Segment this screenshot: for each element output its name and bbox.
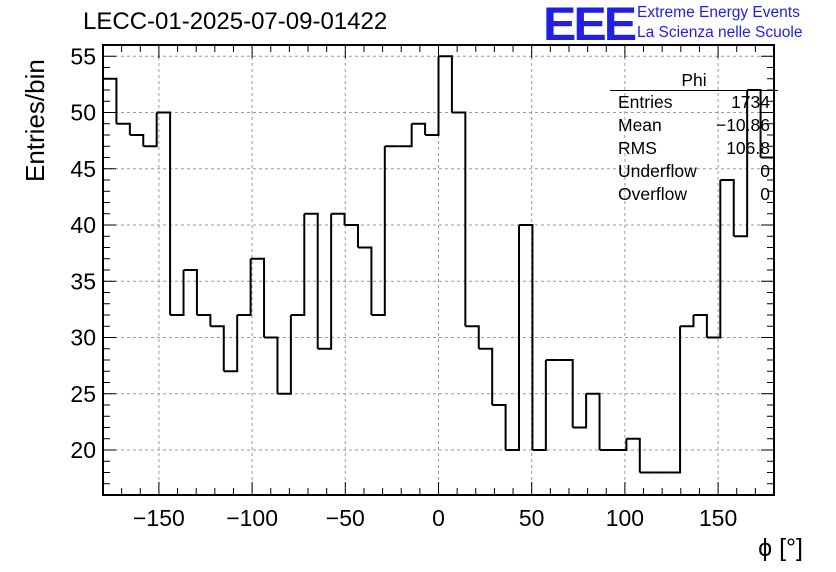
histogram-bin bbox=[357, 246, 373, 315]
histogram-bin bbox=[170, 270, 185, 316]
histogram-bin bbox=[693, 314, 708, 338]
stats-label: Entries bbox=[618, 92, 673, 112]
histogram-bin bbox=[478, 347, 494, 405]
x-tick-label: 100 bbox=[606, 505, 644, 531]
stats-label: Mean bbox=[618, 115, 662, 135]
histogram-bin bbox=[411, 122, 427, 135]
histogram-bin bbox=[438, 55, 453, 113]
histogram-bin bbox=[183, 269, 198, 315]
tick-labels: −150 −100 −50 0 50 100 150 20 25 30 35 40 45 50 55 bbox=[70, 43, 737, 531]
histogram-bin bbox=[344, 224, 359, 248]
y-axis-label: Entries/bin bbox=[20, 59, 50, 182]
histogram-bin bbox=[572, 393, 588, 429]
histogram-bin bbox=[532, 360, 547, 451]
stats-box: Phi Entries 1734 Mean −10.86 RMS 106.8 U… bbox=[610, 70, 778, 206]
histogram-bin bbox=[277, 315, 292, 395]
histogram-bin bbox=[505, 225, 521, 451]
histogram-bin bbox=[264, 336, 279, 394]
histogram-bin bbox=[733, 90, 749, 238]
histogram-bin bbox=[706, 180, 722, 339]
histogram-bin bbox=[304, 212, 319, 349]
histogram-bin bbox=[317, 213, 333, 350]
logo-caption: Extreme Energy Events La Scienza nelle S… bbox=[637, 3, 802, 43]
histogram-bin bbox=[559, 359, 574, 428]
y-tick-label: 45 bbox=[70, 156, 96, 182]
histogram-bin bbox=[196, 314, 212, 327]
stats-row-entries: Entries 1734 bbox=[610, 91, 778, 114]
x-tick-label: −100 bbox=[226, 505, 278, 531]
histogram-bin bbox=[451, 111, 467, 327]
histogram-bin bbox=[586, 392, 601, 450]
histogram-bin bbox=[331, 212, 346, 225]
eee-logo: EEE bbox=[543, 0, 637, 51]
x-tick-label: 0 bbox=[432, 505, 445, 531]
histogram-bin bbox=[519, 224, 534, 450]
logo-caption-line1: Extreme Energy Events bbox=[637, 4, 800, 21]
stats-row-rms: RMS 106.8 bbox=[610, 137, 778, 160]
histogram-bin bbox=[425, 56, 440, 136]
stats-value: 0 bbox=[760, 184, 770, 204]
histogram-bin bbox=[720, 179, 735, 237]
histogram-bin bbox=[626, 437, 641, 473]
stats-label: Underflow bbox=[618, 161, 697, 181]
stats-label: Overflow bbox=[618, 184, 688, 204]
histogram-bin bbox=[223, 315, 239, 373]
histogram-bin bbox=[612, 438, 628, 451]
histogram-bin bbox=[492, 404, 507, 450]
x-axis-label: ϕ [°] bbox=[758, 534, 803, 562]
x-tick-label: 50 bbox=[519, 505, 545, 531]
y-tick-label: 50 bbox=[70, 100, 96, 126]
histogram-bin bbox=[666, 326, 682, 474]
axis-ticks bbox=[102, 44, 775, 496]
histogram-bin bbox=[680, 315, 695, 328]
stats-title: Phi bbox=[610, 70, 778, 91]
x-tick-label: −150 bbox=[133, 505, 185, 531]
histogram-bin bbox=[250, 257, 266, 338]
histogram-bin bbox=[116, 122, 131, 135]
x-tick-label: 150 bbox=[699, 505, 737, 531]
x-tick-label: −50 bbox=[326, 505, 365, 531]
histogram-bin bbox=[465, 325, 480, 349]
histogram-bin bbox=[398, 123, 413, 148]
histogram-bin bbox=[290, 213, 306, 316]
stats-value: 0 bbox=[760, 161, 770, 181]
histogram-bin bbox=[237, 258, 252, 316]
histogram-title: LECC-01-2025-07-09-01422 bbox=[83, 8, 388, 35]
histogram-bin bbox=[129, 134, 145, 147]
stats-row-underflow: Underflow 0 bbox=[610, 160, 778, 183]
histogram-bin bbox=[156, 111, 172, 315]
y-tick-label: 25 bbox=[70, 381, 96, 407]
histogram-bins bbox=[103, 55, 774, 474]
y-tick-label: 20 bbox=[70, 437, 96, 463]
y-tick-label: 30 bbox=[70, 325, 96, 351]
stats-row-mean: Mean −10.86 bbox=[610, 114, 778, 137]
y-tick-label: 55 bbox=[70, 43, 96, 69]
stats-label: RMS bbox=[618, 138, 657, 158]
stats-row-overflow: Overflow 0 bbox=[610, 183, 778, 206]
y-tick-label: 40 bbox=[70, 212, 96, 238]
stats-value: 1734 bbox=[731, 92, 770, 112]
stats-value: 106.8 bbox=[726, 138, 770, 158]
histogram-bin bbox=[210, 325, 225, 372]
histogram-bin bbox=[143, 112, 158, 148]
y-tick-label: 35 bbox=[70, 268, 96, 294]
logo-caption-line2: La Scienza nelle Scuole bbox=[637, 24, 803, 41]
stats-value: −10.86 bbox=[715, 115, 770, 135]
histogram-bin bbox=[371, 146, 386, 316]
